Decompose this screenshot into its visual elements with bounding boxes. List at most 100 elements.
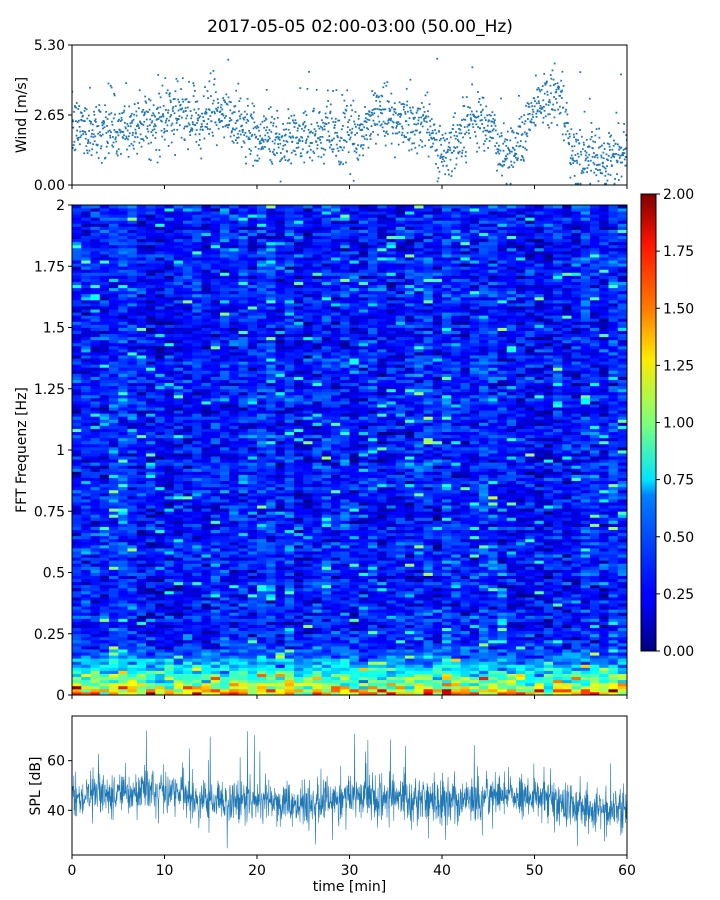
- spectrogram-cell: [553, 612, 563, 616]
- spectrogram-cell: [220, 618, 230, 622]
- spectrogram-cell: [201, 615, 212, 619]
- spectrogram-cell: [183, 664, 193, 668]
- wind-point: [543, 109, 546, 112]
- spectrogram-cell: [81, 566, 91, 570]
- wind-point: [413, 123, 416, 126]
- spectrogram-cell: [516, 603, 526, 607]
- spectrogram-cell: [460, 532, 471, 537]
- wind-point: [265, 89, 268, 91]
- spectrogram-cell: [201, 664, 212, 668]
- wind-point: [309, 142, 312, 144]
- wind-point: [144, 100, 147, 103]
- spectrogram-cell: [340, 661, 350, 665]
- wind-point: [377, 115, 380, 118]
- wind-point: [615, 153, 617, 155]
- spectrogram-cell: [395, 535, 406, 540]
- spectrogram-cell: [257, 685, 267, 690]
- wind-point: [482, 143, 485, 145]
- spectrogram-cell: [294, 578, 304, 583]
- spectrogram-cell: [562, 609, 572, 613]
- spectrogram-cell: [497, 673, 508, 678]
- wind-point: [197, 108, 200, 110]
- spectrogram-cell: [386, 532, 397, 537]
- spectrogram-cell: [349, 544, 360, 549]
- wind-point: [343, 99, 346, 102]
- spectrogram-cell: [377, 606, 387, 610]
- spectrogram-cell: [580, 679, 591, 684]
- wind-point: [389, 109, 392, 112]
- spectrogram-cell: [571, 581, 582, 586]
- spectrogram-cell: [543, 649, 554, 653]
- wind-point: [521, 121, 524, 124]
- spectrogram-cell: [155, 633, 165, 638]
- spectrogram-cell: [201, 670, 212, 674]
- wind-point: [77, 108, 80, 110]
- spectrogram-cell: [488, 535, 498, 540]
- wind-point: [595, 128, 598, 130]
- spectrogram-cell: [608, 551, 619, 555]
- spectrogram-cell: [405, 652, 415, 656]
- wind-point: [188, 80, 190, 83]
- spectrogram-cell: [377, 630, 387, 635]
- spectrogram-cell: [590, 544, 600, 549]
- wind-point: [190, 114, 193, 117]
- spectrogram-cell: [506, 621, 517, 625]
- spectrogram-cell: [303, 609, 313, 613]
- spectrogram-cell: [155, 652, 165, 656]
- wind-point: [111, 144, 114, 147]
- spectrogram-cell: [284, 578, 295, 583]
- wind-point: [217, 102, 220, 104]
- spectrogram-cell: [432, 593, 443, 598]
- spectrogram-cell: [405, 532, 415, 537]
- spectrogram-cell: [358, 587, 369, 592]
- wind-point: [324, 112, 327, 115]
- spectrogram-cell: [294, 633, 304, 638]
- spectrogram-cell: [99, 538, 110, 543]
- spectrogram-cell: [183, 560, 193, 564]
- spectrogram-cell: [368, 624, 378, 629]
- wind-point: [429, 125, 432, 128]
- spectrogram-cell: [442, 566, 452, 570]
- spectrogram-cell: [155, 661, 165, 665]
- spectrogram-cell: [590, 587, 600, 592]
- wind-point: [556, 86, 559, 89]
- wind-point: [534, 124, 537, 127]
- spectrogram-cell: [81, 569, 91, 573]
- spectrogram-cell: [562, 566, 572, 570]
- wind-point: [550, 77, 553, 80]
- spectrogram-cell: [164, 688, 175, 693]
- spectrogram-cell: [571, 597, 582, 601]
- spectrogram-cell: [303, 569, 313, 573]
- spectrogram-cell: [432, 624, 443, 629]
- wind-point: [432, 132, 434, 134]
- spectrogram-cell: [368, 606, 378, 610]
- wind-point: [329, 146, 331, 149]
- spectrogram-cell: [590, 685, 600, 690]
- wind-point: [565, 101, 568, 104]
- spectrogram-cell: [229, 670, 239, 674]
- spectrogram-cell: [349, 541, 360, 546]
- wind-point: [374, 108, 377, 110]
- wind-point: [135, 114, 138, 117]
- spectrogram-cell: [81, 557, 91, 561]
- spectrogram-cell: [386, 590, 397, 595]
- wind-point: [74, 105, 76, 107]
- wind-point: [553, 62, 556, 65]
- wind-point: [387, 101, 390, 103]
- spectrogram-cell: [432, 535, 443, 540]
- wind-point: [523, 131, 526, 134]
- wind-point: [439, 155, 442, 158]
- wind-point: [113, 92, 115, 95]
- spectrogram-cell: [543, 544, 554, 549]
- spectrogram-cell: [321, 590, 332, 595]
- spectrogram-cell: [423, 538, 434, 543]
- spectrogram-cell: [386, 603, 397, 607]
- wind-point: [416, 109, 419, 112]
- spectrogram-cell: [238, 612, 249, 616]
- wind-point: [470, 110, 473, 113]
- spectrogram-cell: [414, 673, 424, 678]
- spectrogram-cell: [275, 642, 286, 647]
- wind-point: [225, 115, 227, 117]
- spectrogram-cell: [506, 636, 517, 641]
- spectrogram-cell: [562, 587, 572, 592]
